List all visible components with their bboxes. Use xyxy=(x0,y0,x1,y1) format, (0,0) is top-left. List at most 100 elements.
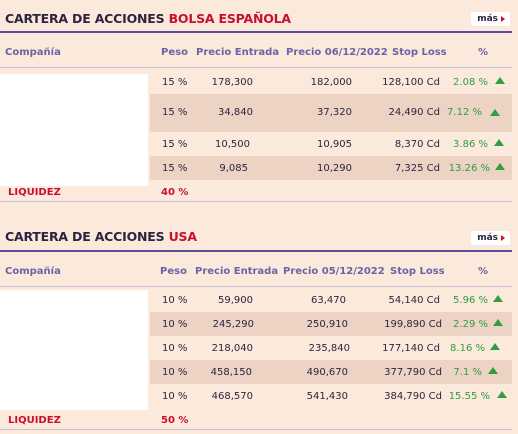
header-pct: % xyxy=(478,266,489,277)
header-precio: Precio 06/12/2022 xyxy=(286,47,388,58)
column-header-row: Compañía Peso Precio Entrada Precio 05/1… xyxy=(0,257,512,287)
section-title: CARTERA DE ACCIONES BOLSA ESPAÑOLA xyxy=(5,11,291,26)
cell-precio: 63,470 xyxy=(311,295,346,306)
cell-entrada: 218,040 xyxy=(211,343,253,354)
header-pct: % xyxy=(478,47,489,58)
table-row: 10 % 218,040 235,840 177,140 Cd 8.16 % xyxy=(150,336,512,360)
cell-entrada: 9,085 xyxy=(219,163,248,174)
cell-entrada: 34,840 xyxy=(218,107,253,118)
triangle-up-icon xyxy=(497,391,507,398)
section-header: CARTERA DE ACCIONES BOLSA ESPAÑOLA más xyxy=(0,0,518,26)
header-stop: Stop Loss xyxy=(390,266,445,277)
cell-stop: 377,790 Cd xyxy=(384,367,442,378)
divider xyxy=(0,31,512,33)
column-header-row: Compañía Peso Precio Entrada Precio 06/1… xyxy=(0,38,512,68)
triangle-up-icon xyxy=(493,295,503,302)
cell-precio: 10,905 xyxy=(317,139,352,150)
liquidity-label: LIQUIDEZ xyxy=(8,415,61,426)
cell-pct: 3.86 % xyxy=(453,139,488,150)
table-row: 10 % 458,150 490,670 377,790 Cd 7.1 % xyxy=(150,360,512,384)
company-logos-area xyxy=(0,74,148,186)
section-title: CARTERA DE ACCIONES USA xyxy=(5,229,197,244)
table-row: 15 % 178,300 182,000 128,100 Cd 2.08 % xyxy=(150,70,512,94)
title-prefix: CARTERA DE ACCIONES xyxy=(5,11,169,26)
triangle-up-icon xyxy=(495,77,505,84)
caret-right-icon xyxy=(501,16,505,22)
cell-entrada: 458,150 xyxy=(210,367,252,378)
cell-peso: 10 % xyxy=(162,367,188,378)
header-entrada: Precio Entrada xyxy=(195,266,279,277)
cell-pct: 8.16 % xyxy=(450,343,485,354)
title-prefix: CARTERA DE ACCIONES xyxy=(5,229,169,244)
title-accent: BOLSA ESPAÑOLA xyxy=(168,11,292,26)
triangle-up-icon xyxy=(493,319,503,326)
cell-peso: 10 % xyxy=(162,391,188,402)
cell-entrada: 468,570 xyxy=(211,391,253,402)
liquidity-label: LIQUIDEZ xyxy=(8,187,61,198)
cell-pct: 5.96 % xyxy=(453,295,488,306)
table-row: 10 % 59,900 63,470 54,140 Cd 5.96 % xyxy=(150,288,512,312)
cell-peso: 15 % xyxy=(162,77,188,88)
cell-precio: 37,320 xyxy=(317,107,352,118)
cell-entrada: 245,290 xyxy=(212,319,254,330)
liquidity-row: LIQUIDEZ 40 % xyxy=(0,182,512,202)
table-row: 10 % 468,570 541,430 384,790 Cd 15.55 % xyxy=(150,384,512,408)
portfolio-spain: CARTERA DE ACCIONES BOLSA ESPAÑOLA más C… xyxy=(0,0,518,202)
cell-pct: 2.08 % xyxy=(453,77,488,88)
table-row: 15 % 9,085 10,290 7,325 Cd 13.26 % xyxy=(150,156,512,180)
header-entrada: Precio Entrada xyxy=(196,47,280,58)
cell-entrada: 178,300 xyxy=(211,77,253,88)
table-row: 10 % 245,290 250,910 199,890 Cd 2.29 % xyxy=(150,312,512,336)
cell-peso: 15 % xyxy=(162,107,188,118)
more-label: más xyxy=(477,14,498,24)
cell-pct: 13.26 % xyxy=(448,163,490,174)
triangle-up-icon xyxy=(494,139,504,146)
title-accent: USA xyxy=(168,229,197,244)
caret-right-icon xyxy=(501,235,505,241)
cell-precio: 490,670 xyxy=(306,367,348,378)
header-peso: Peso xyxy=(161,47,188,58)
cell-entrada: 59,900 xyxy=(218,295,253,306)
cell-peso: 15 % xyxy=(162,163,188,174)
liquidity-value: 40 % xyxy=(161,187,189,198)
cell-peso: 10 % xyxy=(162,295,188,306)
cell-precio: 182,000 xyxy=(310,77,352,88)
cell-pct: 15.55 % xyxy=(448,391,490,402)
cell-stop: 128,100 Cd xyxy=(382,77,440,88)
divider xyxy=(0,250,512,252)
cell-stop: 24,490 Cd xyxy=(388,107,441,118)
cell-peso: 10 % xyxy=(162,319,188,330)
triangle-up-icon xyxy=(495,163,505,170)
more-button[interactable]: más xyxy=(471,231,510,245)
header-stop: Stop Loss xyxy=(392,47,447,58)
cell-entrada: 10,500 xyxy=(215,139,250,150)
cell-precio: 250,910 xyxy=(306,319,348,330)
triangle-up-icon xyxy=(490,109,500,116)
liquidity-row: LIQUIDEZ 50 % xyxy=(0,410,512,430)
cell-peso: 15 % xyxy=(162,139,188,150)
table-row: 15 % 10,500 10,905 8,370 Cd 3.86 % xyxy=(150,132,512,156)
triangle-up-icon xyxy=(490,343,500,350)
portfolio-usa: CARTERA DE ACCIONES USA más Compañía Pes… xyxy=(0,218,518,430)
header-company: Compañía xyxy=(5,47,61,58)
cell-pct: 2.29 % xyxy=(453,319,488,330)
cell-peso: 10 % xyxy=(162,343,188,354)
cell-stop: 8,370 Cd xyxy=(394,139,440,150)
cell-stop: 54,140 Cd xyxy=(388,295,441,306)
header-peso: Peso xyxy=(160,266,187,277)
liquidity-value: 50 % xyxy=(161,415,189,426)
cell-stop: 199,890 Cd xyxy=(384,319,442,330)
cell-pct: 7.1 % xyxy=(453,367,482,378)
more-button[interactable]: más xyxy=(471,12,510,26)
company-logos-area xyxy=(0,290,148,410)
more-label: más xyxy=(477,233,498,243)
header-precio: Precio 05/12/2022 xyxy=(283,266,385,277)
cell-stop: 384,790 Cd xyxy=(384,391,442,402)
triangle-up-icon xyxy=(488,367,498,374)
cell-precio: 10,290 xyxy=(317,163,352,174)
cell-precio: 541,430 xyxy=(306,391,348,402)
cell-stop: 177,140 Cd xyxy=(382,343,440,354)
cell-precio: 235,840 xyxy=(308,343,350,354)
section-header: CARTERA DE ACCIONES USA más xyxy=(0,218,518,245)
header-company: Compañía xyxy=(5,266,61,277)
